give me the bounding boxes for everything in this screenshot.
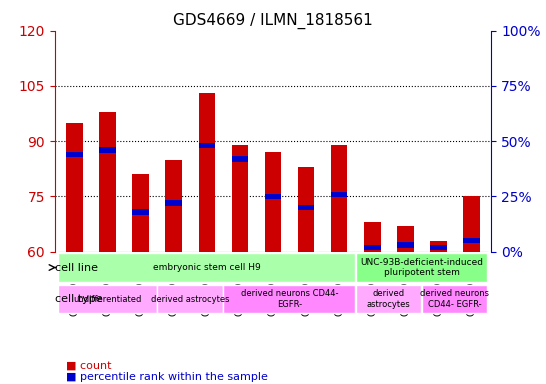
Bar <box>331 145 347 252</box>
Bar <box>397 226 414 252</box>
FancyBboxPatch shape <box>58 285 157 313</box>
FancyBboxPatch shape <box>356 285 422 313</box>
FancyBboxPatch shape <box>356 253 488 282</box>
Bar <box>132 209 149 215</box>
FancyBboxPatch shape <box>157 285 223 313</box>
Bar <box>364 222 381 252</box>
Bar <box>463 238 480 243</box>
Bar <box>66 152 83 157</box>
Text: cell line: cell line <box>55 263 98 273</box>
Bar <box>463 197 480 252</box>
Text: ■ count: ■ count <box>66 361 111 371</box>
Text: cell type: cell type <box>55 294 103 304</box>
Text: UNC-93B-deficient-induced
pluripotent stem: UNC-93B-deficient-induced pluripotent st… <box>360 258 483 277</box>
Bar <box>364 245 381 250</box>
Bar <box>199 143 215 148</box>
Text: derived neurons CD44-
EGFR-: derived neurons CD44- EGFR- <box>241 290 339 309</box>
Bar <box>99 147 116 153</box>
Bar <box>165 160 182 252</box>
Text: derived neurons
CD44- EGFR-: derived neurons CD44- EGFR- <box>420 290 490 309</box>
Bar <box>232 156 248 162</box>
Bar <box>66 123 83 252</box>
Bar <box>199 93 215 252</box>
Bar <box>397 242 414 248</box>
Bar <box>298 167 314 252</box>
Bar <box>430 245 447 250</box>
Bar <box>265 152 281 252</box>
Bar <box>99 112 116 252</box>
Text: embryonic stem cell H9: embryonic stem cell H9 <box>153 263 260 272</box>
Text: derived astrocytes: derived astrocytes <box>151 295 229 304</box>
FancyBboxPatch shape <box>58 253 355 282</box>
Text: ■ percentile rank within the sample: ■ percentile rank within the sample <box>66 372 268 382</box>
Text: derived
astrocytes: derived astrocytes <box>367 290 411 309</box>
Bar <box>165 200 182 206</box>
Text: undifferentiated: undifferentiated <box>73 295 142 304</box>
Title: GDS4669 / ILMN_1818561: GDS4669 / ILMN_1818561 <box>173 13 373 29</box>
Bar <box>331 192 347 197</box>
Bar <box>430 241 447 252</box>
Bar <box>132 174 149 252</box>
FancyBboxPatch shape <box>422 285 488 313</box>
Bar <box>265 194 281 199</box>
Bar <box>298 205 314 210</box>
FancyBboxPatch shape <box>223 285 355 313</box>
Bar <box>232 145 248 252</box>
